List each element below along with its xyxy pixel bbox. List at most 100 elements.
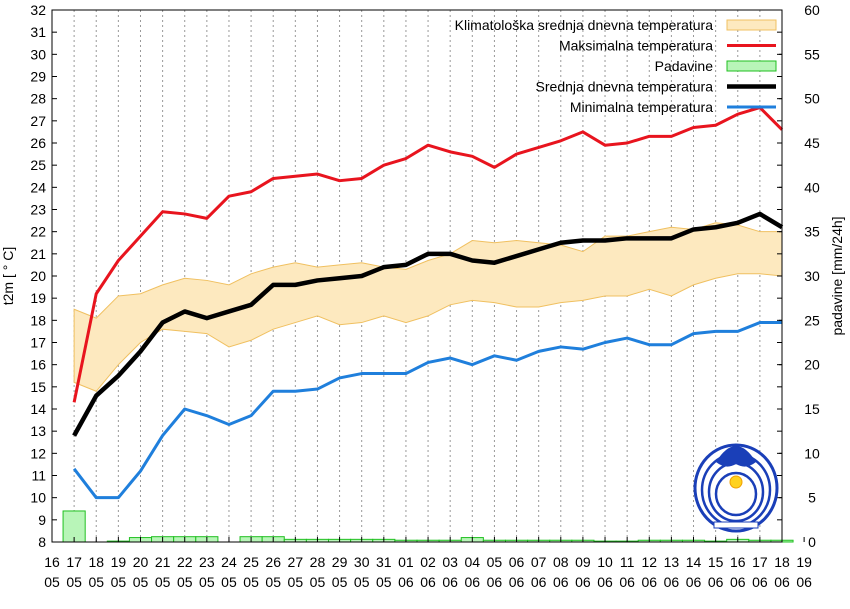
x-tick-month: 06 [398, 574, 414, 590]
x-tick-day: 14 [686, 554, 702, 570]
x-tick-day: 20 [133, 554, 149, 570]
x-tick-month: 06 [487, 574, 503, 590]
x-tick-day: 02 [420, 554, 436, 570]
x-tick-day: 08 [553, 554, 569, 570]
y-tick-label: 19 [30, 290, 46, 306]
x-tick-month: 05 [354, 574, 370, 590]
x-tick-day: 15 [708, 554, 724, 570]
legend-label: Minimalna temperatura [570, 99, 713, 115]
x-tick-month: 06 [531, 574, 547, 590]
y-tick-label: 21 [30, 246, 46, 262]
x-tick-month: 05 [221, 574, 237, 590]
x-tick-day: 22 [177, 554, 193, 570]
y2-tick-label: 0 [808, 534, 816, 550]
x-tick-day: 19 [111, 554, 127, 570]
x-tick-month: 06 [641, 574, 657, 590]
x-tick-day: 30 [354, 554, 370, 570]
x-tick-day: 04 [465, 554, 481, 570]
institute-logo [693, 443, 779, 533]
y-tick-label: 23 [30, 202, 46, 218]
x-tick-month: 06 [575, 574, 591, 590]
x-tick-month: 05 [243, 574, 259, 590]
x-tick-day: 28 [310, 554, 326, 570]
legend-swatch-precip [726, 60, 777, 72]
y-axis-right: 0 5 10 15 20 25 30 35 40 45 50 55 60 [779, 2, 820, 550]
x-tick-month: 05 [133, 574, 149, 590]
y-tick-label: 27 [30, 113, 46, 129]
x-tick-month: 05 [155, 574, 171, 590]
x-tick-day: 23 [199, 554, 215, 570]
x-tick-month: 05 [44, 574, 60, 590]
x-tick-month: 06 [752, 574, 768, 590]
x-tick-month: 06 [553, 574, 569, 590]
min-temperature-line [72, 321, 782, 500]
x-tick-day: 16 [44, 554, 60, 570]
logo-ring [714, 471, 758, 517]
x-tick-month: 06 [619, 574, 635, 590]
x-tick-day: 17 [66, 554, 82, 570]
legend: Klimatološka srednja dnevna temperatura M… [455, 17, 777, 115]
y-tick-label: 8 [38, 534, 46, 550]
x-tick-month: 05 [332, 574, 348, 590]
x-tick-month: 06 [774, 574, 790, 590]
y2-tick-label: 20 [804, 357, 820, 373]
x-tick-day: 12 [641, 554, 657, 570]
y-tick-label: 16 [30, 357, 46, 373]
x-tick-day: 25 [243, 554, 259, 570]
y-tick-label: 10 [30, 490, 46, 506]
y2-tick-label: 55 [804, 46, 820, 62]
y-tick-label: 14 [30, 401, 46, 417]
y-tick-label: 17 [30, 335, 46, 351]
y-tick-label: 22 [30, 224, 46, 240]
y-tick-label: 31 [30, 24, 46, 40]
y-tick-label: 9 [38, 512, 46, 528]
x-tick-month: 06 [597, 574, 613, 590]
y-tick-label: 32 [30, 2, 46, 18]
x-tick-month: 06 [730, 574, 746, 590]
y2-tick-label: 15 [804, 401, 820, 417]
y2-tick-label: 10 [804, 445, 820, 461]
x-tick-month: 05 [310, 574, 326, 590]
x-tick-month: 05 [111, 574, 127, 590]
legend-swatch-clim [726, 19, 777, 31]
logo-sun [729, 475, 743, 489]
x-tick-month: 05 [177, 574, 193, 590]
y-tick-label: 18 [30, 312, 46, 328]
x-tick-day: 27 [288, 554, 304, 570]
x-tick-day: 11 [620, 554, 635, 570]
legend-label: Maksimalna temperatura [559, 38, 713, 54]
x-tick-day: 17 [752, 554, 768, 570]
y-tick-label: 26 [30, 135, 46, 151]
x-tick-month: 06 [465, 574, 481, 590]
y2-tick-label: 5 [808, 490, 816, 506]
y2-tick-label: 25 [804, 312, 820, 328]
max-temperature-line [72, 106, 784, 403]
x-tick-day: 26 [265, 554, 281, 570]
x-tick-month: 05 [265, 574, 281, 590]
y2-tick-label: 50 [804, 91, 820, 107]
x-tick-month: 06 [664, 574, 680, 590]
mean-temperature-line [72, 211, 784, 437]
x-tick-day: 16 [730, 554, 746, 570]
legend-label: Srednja dnevna temperatura [536, 79, 714, 95]
y-tick-label: 13 [30, 423, 46, 439]
x-tick-month: 05 [288, 574, 304, 590]
x-tick-day: 29 [332, 554, 348, 570]
x-tick-day: 13 [664, 554, 680, 570]
y2-axis-label: padavine [mm/24h] [829, 216, 845, 335]
x-tick-month: 05 [376, 574, 392, 590]
y-tick-label: 20 [30, 268, 46, 284]
x-tick-day: 21 [155, 554, 171, 570]
y-axis-label: t2m [ ° C] [0, 247, 16, 306]
temperature-lines [72, 106, 784, 500]
x-tick-month: 05 [66, 574, 82, 590]
x-tick-month: 06 [686, 574, 702, 590]
legend-label: Klimatološka srednja dnevna temperatura [455, 17, 714, 33]
x-tick-day: 05 [487, 554, 503, 570]
y2-tick-label: 40 [804, 179, 820, 195]
legend-label: Padavine [655, 58, 714, 74]
y-tick-label: 28 [30, 91, 46, 107]
y-tick-label: 30 [30, 46, 46, 62]
y-tick-label: 25 [30, 157, 46, 173]
